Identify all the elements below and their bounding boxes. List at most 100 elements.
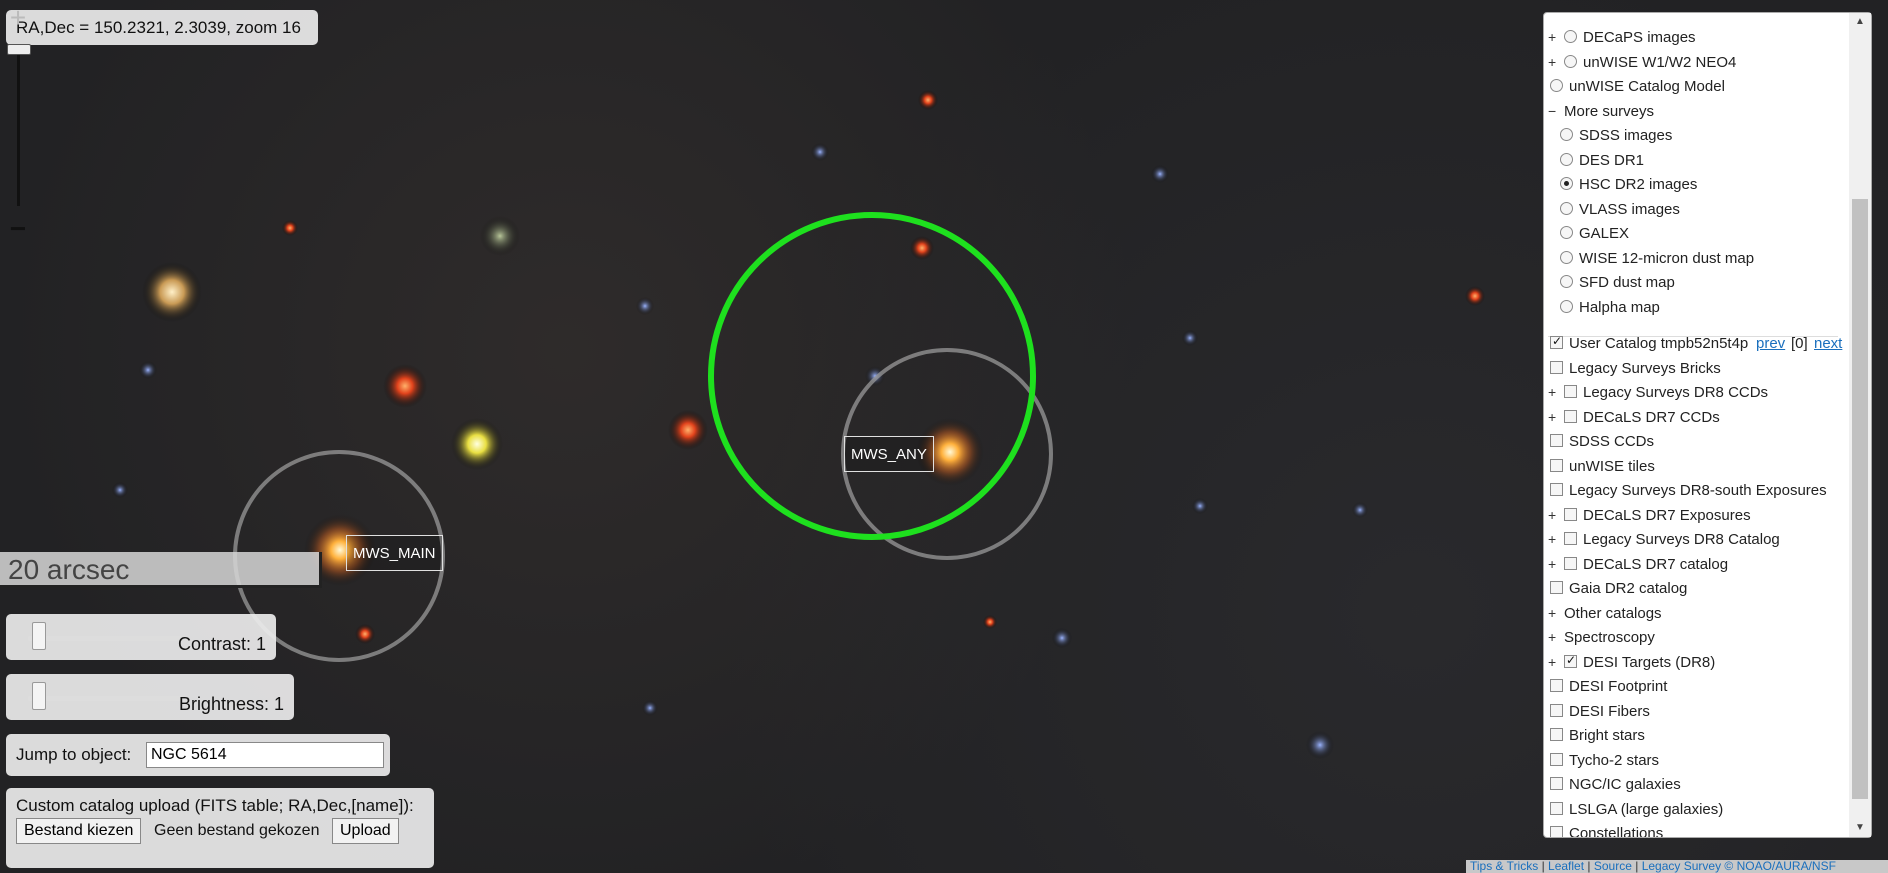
overlay-layer-option[interactable]: Constellations <box>1544 823 1844 837</box>
radio-button[interactable] <box>1560 152 1573 166</box>
star <box>1352 502 1368 518</box>
radio-button[interactable] <box>1560 201 1573 215</box>
expand-icon[interactable]: + <box>1548 604 1557 621</box>
overlay-layer-option[interactable]: Bright stars <box>1544 725 1844 747</box>
overlay-layer-option[interactable]: SDSS CCDs <box>1544 431 1844 453</box>
radio-button[interactable] <box>1560 177 1573 190</box>
checkbox[interactable] <box>1550 360 1563 374</box>
base-layer-option[interactable]: VLASS images <box>1544 199 1844 221</box>
zoom-in-button[interactable]: + <box>9 2 27 33</box>
expand-icon[interactable]: + <box>1548 555 1557 572</box>
base-layer-option[interactable]: unWISE Catalog Model <box>1544 76 1844 98</box>
base-layer-option[interactable]: WISE 12-micron dust map <box>1544 248 1844 270</box>
radio-button[interactable] <box>1560 299 1573 313</box>
zoom-out-button[interactable]: − <box>9 213 27 244</box>
zoom-slider-track[interactable] <box>17 46 20 206</box>
radio-button[interactable] <box>1564 30 1577 43</box>
base-layer-option[interactable]: SDSS images <box>1544 125 1844 147</box>
target-label-mws-any[interactable]: MWS_ANY <box>844 436 934 472</box>
base-layer-option[interactable]: + unWISE W1/W2 NEO4 <box>1544 52 1844 74</box>
next-link[interactable]: next <box>1814 335 1843 352</box>
overlay-layer-option[interactable]: + Legacy Surveys DR8 CCDs <box>1544 382 1844 404</box>
checkbox[interactable] <box>1550 777 1563 790</box>
expand-icon[interactable]: + <box>1548 506 1557 523</box>
checkbox[interactable] <box>1564 532 1577 545</box>
brightness-slider-handle[interactable] <box>32 682 46 710</box>
scroll-down-arrow-icon[interactable]: ▼ <box>1855 822 1865 833</box>
expand-icon[interactable]: + <box>1548 408 1557 425</box>
radio-button[interactable] <box>1560 275 1573 288</box>
overlay-layer-option[interactable]: Legacy Surveys DR8-south Exposures <box>1544 480 1844 502</box>
star <box>642 700 658 716</box>
target-label-mws-main[interactable]: MWS_MAIN <box>346 535 443 571</box>
overlay-layer-option[interactable]: + DECaLS DR7 CCDs <box>1544 407 1844 429</box>
choose-file-button[interactable]: Bestand kiezen <box>16 818 142 844</box>
checkbox[interactable] <box>1564 556 1577 570</box>
checkbox[interactable] <box>1550 434 1563 447</box>
leaflet-link[interactable]: Leaflet <box>1548 860 1585 873</box>
overlay-layer-option[interactable]: + Other catalogs <box>1544 603 1844 625</box>
overlay-layer-option[interactable]: Gaia DR2 catalog <box>1544 578 1844 600</box>
checkbox[interactable] <box>1550 581 1563 594</box>
checkbox[interactable] <box>1550 679 1563 692</box>
base-layer-option[interactable]: − More surveys <box>1544 101 1844 123</box>
contrast-slider-track[interactable] <box>28 636 183 641</box>
checkbox[interactable] <box>1564 507 1577 521</box>
contrast-slider-handle[interactable] <box>32 622 46 650</box>
radio-button[interactable] <box>1560 128 1573 141</box>
expand-icon[interactable]: + <box>1548 384 1557 400</box>
source-link[interactable]: Source <box>1593 860 1632 873</box>
collapse-icon[interactable]: − <box>1548 102 1557 119</box>
checkbox[interactable] <box>1550 483 1563 496</box>
radio-button[interactable] <box>1564 54 1577 68</box>
user-catalog-row[interactable]: User Catalog tmpb52n5t4p prev [0] next <box>1544 333 1844 355</box>
scroll-up-arrow-icon[interactable]: ▲ <box>1855 16 1865 27</box>
checkbox[interactable] <box>1550 458 1563 472</box>
overlay-layer-option[interactable]: unWISE tiles <box>1544 456 1844 478</box>
expand-icon[interactable]: + <box>1548 53 1557 70</box>
base-layer-option[interactable]: Halpha map <box>1544 297 1844 319</box>
overlay-layer-option[interactable]: DESI Footprint <box>1544 676 1844 698</box>
checkbox[interactable] <box>1550 801 1563 815</box>
upload-button[interactable]: Upload <box>332 818 399 844</box>
prev-link[interactable]: prev <box>1756 335 1786 352</box>
base-layer-option[interactable]: DES DR1 <box>1544 150 1844 172</box>
overlay-layer-option[interactable]: LSLGA (large galaxies) <box>1544 799 1844 821</box>
scroll-thumb[interactable] <box>1852 199 1868 799</box>
checkbox[interactable] <box>1564 409 1577 423</box>
checkbox[interactable] <box>1550 334 1563 349</box>
jump-to-object-input[interactable] <box>146 742 384 768</box>
checkbox[interactable] <box>1550 752 1563 766</box>
expand-icon[interactable]: + <box>1548 653 1557 670</box>
radio-button[interactable] <box>1560 226 1573 239</box>
overlay-layer-option[interactable]: + DECaLS DR7 catalog <box>1544 554 1844 576</box>
attribution-separator: | <box>1635 860 1642 873</box>
expand-icon[interactable]: + <box>1548 29 1557 45</box>
overlay-layer-option[interactable]: + DESI Targets (DR8) <box>1544 652 1844 674</box>
checkbox[interactable] <box>1564 653 1577 668</box>
overlay-layer-option[interactable]: + Legacy Surveys DR8 Catalog <box>1544 529 1844 551</box>
brightness-slider-track[interactable] <box>28 696 183 701</box>
checkbox[interactable] <box>1564 385 1577 398</box>
zoom-slider-handle[interactable] <box>7 44 31 55</box>
expand-icon[interactable]: + <box>1548 531 1557 547</box>
radio-button[interactable] <box>1560 250 1573 264</box>
tips-link[interactable]: Tips & Tricks <box>1470 860 1539 873</box>
checkbox[interactable] <box>1550 703 1563 717</box>
expand-icon[interactable]: + <box>1548 629 1557 645</box>
overlay-layer-option[interactable]: + DECaLS DR7 Exposures <box>1544 505 1844 527</box>
overlay-layer-option[interactable]: Legacy Surveys Bricks <box>1544 358 1844 380</box>
checkbox[interactable] <box>1550 826 1563 837</box>
credit-link[interactable]: Legacy Survey © NOAO/AURA/NSF <box>1641 860 1836 873</box>
radio-button[interactable] <box>1550 79 1563 92</box>
layer-panel-scrollbar[interactable]: ▲ ▼ <box>1849 13 1871 837</box>
base-layer-option[interactable]: HSC DR2 images <box>1544 174 1844 196</box>
base-layer-option[interactable]: GALEX <box>1544 223 1844 245</box>
overlay-layer-option[interactable]: + Spectroscopy <box>1544 627 1844 649</box>
base-layer-option[interactable]: + DECaPS images <box>1544 27 1844 49</box>
checkbox[interactable] <box>1550 728 1563 741</box>
base-layer-option[interactable]: SFD dust map <box>1544 272 1844 294</box>
overlay-layer-option[interactable]: NGC/IC galaxies <box>1544 774 1844 796</box>
overlay-layer-option[interactable]: DESI Fibers <box>1544 701 1844 723</box>
overlay-layer-option[interactable]: Tycho-2 stars <box>1544 750 1844 772</box>
